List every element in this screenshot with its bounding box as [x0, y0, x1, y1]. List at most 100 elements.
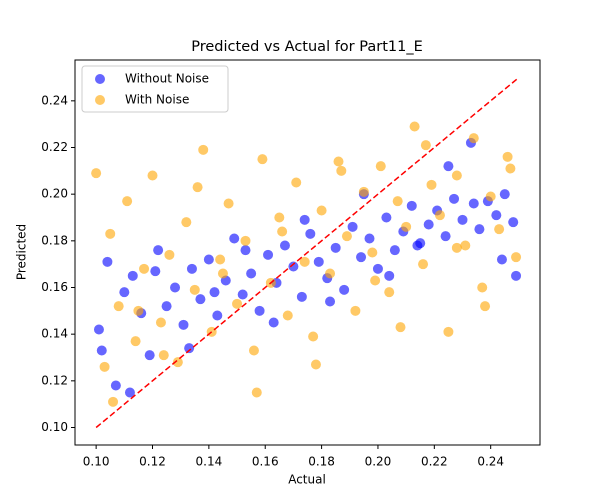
point	[451, 170, 462, 181]
y-tick-label: 0.14	[41, 327, 68, 341]
point	[305, 228, 316, 239]
point	[339, 284, 350, 295]
point	[246, 268, 257, 279]
point	[277, 226, 288, 237]
point	[184, 343, 195, 354]
point	[212, 310, 223, 321]
y-tick-label: 0.16	[41, 280, 68, 294]
point	[178, 319, 189, 330]
point	[451, 242, 462, 253]
point	[325, 296, 336, 307]
point	[505, 163, 516, 174]
point	[158, 350, 169, 361]
x-tick-label: 0.18	[308, 455, 335, 469]
point	[229, 233, 240, 244]
point	[412, 240, 423, 251]
point	[499, 189, 510, 200]
point	[102, 256, 113, 267]
point	[248, 345, 259, 356]
point	[381, 212, 392, 223]
point	[105, 228, 116, 239]
point	[350, 305, 361, 316]
y-tick-label: 0.20	[41, 187, 68, 201]
point	[367, 247, 378, 258]
point	[223, 198, 234, 209]
point	[474, 224, 485, 235]
legend-label: Without Noise	[125, 72, 209, 86]
point	[384, 270, 395, 281]
point	[155, 317, 166, 328]
point	[389, 245, 400, 256]
point	[313, 256, 324, 267]
point	[420, 140, 431, 151]
point	[124, 387, 135, 398]
point	[113, 301, 124, 312]
x-tick-label: 0.16	[252, 455, 279, 469]
legend-marker	[95, 74, 105, 84]
plot-frame	[74, 59, 541, 446]
point	[93, 324, 104, 335]
point	[316, 205, 327, 216]
point	[122, 196, 133, 207]
point	[341, 231, 352, 242]
point	[108, 396, 119, 407]
point	[502, 151, 513, 162]
x-tick-label: 0.14	[196, 455, 223, 469]
point	[347, 221, 358, 232]
point	[186, 263, 197, 274]
point	[217, 268, 228, 279]
y-tick-label: 0.24	[41, 93, 68, 107]
x-tick-label: 0.10	[83, 455, 110, 469]
point	[133, 305, 144, 316]
point	[443, 326, 454, 337]
point	[443, 161, 454, 172]
point	[172, 357, 183, 368]
point	[232, 298, 243, 309]
point	[457, 214, 468, 225]
point	[282, 310, 293, 321]
point	[401, 221, 412, 232]
point	[333, 156, 344, 167]
point	[195, 294, 206, 305]
x-tick-label: 0.22	[421, 455, 448, 469]
point	[460, 240, 471, 251]
point	[203, 254, 214, 265]
point	[356, 252, 367, 263]
y-tick-label: 0.10	[41, 420, 68, 434]
point	[144, 350, 155, 361]
point	[189, 284, 200, 295]
legend-marker	[95, 95, 105, 105]
point	[491, 210, 502, 221]
point	[477, 282, 488, 293]
point	[274, 212, 285, 223]
point	[288, 261, 299, 272]
point	[127, 270, 138, 281]
point	[440, 231, 451, 242]
point	[468, 198, 479, 209]
point	[209, 287, 220, 298]
point	[299, 256, 310, 267]
point	[330, 242, 341, 253]
x-tick-label: 0.12	[139, 455, 166, 469]
point	[170, 282, 181, 293]
point	[181, 217, 192, 228]
point	[395, 322, 406, 333]
point	[426, 179, 437, 190]
y-tick-label: 0.12	[41, 373, 68, 387]
point	[325, 268, 336, 279]
point	[409, 121, 420, 132]
point	[215, 254, 226, 265]
point	[251, 387, 262, 398]
point	[279, 240, 290, 251]
point	[299, 214, 310, 225]
point	[240, 245, 251, 256]
point	[237, 289, 248, 300]
point	[375, 161, 386, 172]
point	[370, 275, 381, 286]
y-axis-label: Predicted	[15, 224, 29, 280]
point	[358, 186, 369, 197]
point	[496, 254, 507, 265]
point	[198, 144, 209, 155]
point	[147, 170, 158, 181]
